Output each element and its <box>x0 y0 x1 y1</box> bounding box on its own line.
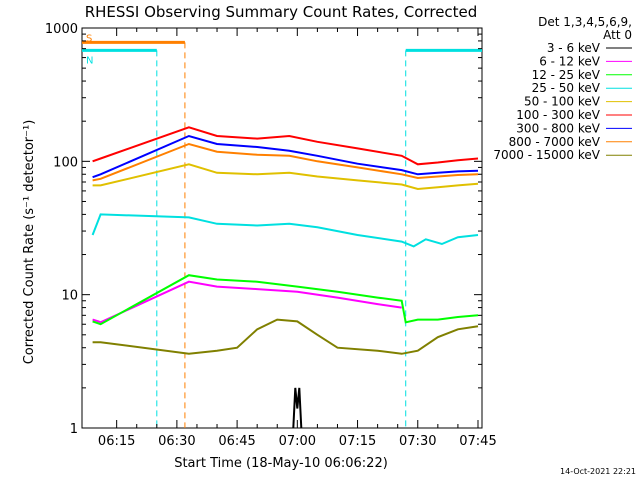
flag-label-1: N <box>86 55 93 66</box>
series-line-8 <box>92 318 479 355</box>
plot-area: SN 06:15 06:30 06:45 07:00 07:15 07:30 07:45 1… <box>45 22 497 449</box>
y-tick-label-2: 100 <box>53 155 78 170</box>
flags-layer: SN <box>82 33 482 428</box>
legend-label-3: 25 - 50 keV <box>532 81 601 95</box>
series-line-7 <box>92 142 479 182</box>
series-line-1 <box>92 280 402 324</box>
y-tick-label-3: 1000 <box>45 22 78 37</box>
legend-title-line-1: Det 1,3,4,5,6,9, <box>538 15 632 29</box>
series-line-2 <box>92 274 479 326</box>
y-tick-label-0: 1 <box>70 422 78 437</box>
series-line-4 <box>92 163 479 191</box>
flag-label-0: S <box>86 33 92 44</box>
legend-label-1: 6 - 12 keV <box>539 54 601 68</box>
timestamp-label: 14-Oct-2021 22:21 <box>560 467 636 476</box>
x-axis: 06:15 06:30 06:45 07:00 07:15 07:30 07:45 <box>98 28 497 449</box>
series-layer <box>91 126 479 429</box>
y-axis: 1 10 100 1000 <box>45 22 482 437</box>
y-axis-label: Corrected Count Rate (s⁻¹ detector⁻¹) <box>22 120 37 365</box>
x-axis-label: Start Time (18-May-10 06:06:22) <box>174 456 388 471</box>
legend-label-4: 50 - 100 keV <box>524 95 601 109</box>
series-line-0 <box>292 387 303 429</box>
legend-label-2: 12 - 25 keV <box>532 68 601 82</box>
x-tick-label-1: 06:30 <box>158 434 195 449</box>
series-line-3 <box>91 213 479 248</box>
x-tick-label-2: 06:45 <box>218 434 255 449</box>
legend-label-6: 300 - 800 keV <box>516 121 600 135</box>
x-tick-label-6: 07:45 <box>459 434 496 449</box>
legend-label-8: 7000 - 15000 keV <box>493 148 600 162</box>
legend-label-5: 100 - 300 keV <box>516 108 600 122</box>
legend-title-line-2: Att 0 <box>603 28 632 42</box>
plot-frame <box>81 27 483 429</box>
legend-label-0: 3 - 6 keV <box>547 41 601 55</box>
legend-label-7: 800 - 7000 keV <box>509 135 601 149</box>
series-line-5 <box>92 126 479 166</box>
chart-title: RHESSI Observing Summary Count Rates, Co… <box>85 3 478 21</box>
series-line-6 <box>92 134 479 179</box>
x-tick-label-3: 07:00 <box>279 434 316 449</box>
x-tick-label-5: 07:30 <box>399 434 436 449</box>
x-tick-label-0: 06:15 <box>98 434 135 449</box>
y-tick-label-1: 10 <box>61 289 78 304</box>
x-tick-label-4: 07:15 <box>339 434 376 449</box>
